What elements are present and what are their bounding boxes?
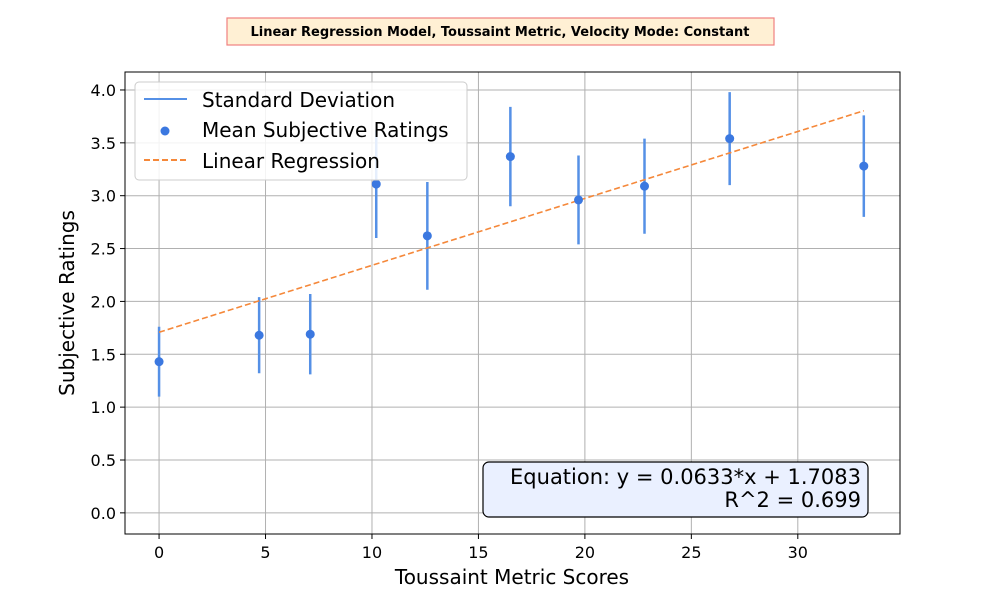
legend-mean-label: Mean Subjective Ratings bbox=[202, 118, 449, 142]
data-point bbox=[422, 231, 432, 241]
chart-title-box: Linear Regression Model, Toussaint Metri… bbox=[226, 17, 775, 46]
y-tick-label: 3.0 bbox=[91, 187, 116, 206]
legend-std-label: Standard Deviation bbox=[202, 88, 395, 112]
chart-title-background bbox=[226, 17, 775, 46]
y-tick-label: 2.0 bbox=[91, 292, 116, 311]
x-axis-ticks: 0 5 10 15 20 25 30 bbox=[154, 534, 808, 562]
data-point bbox=[574, 195, 584, 205]
data-point bbox=[859, 161, 869, 171]
chart-title: Linear Regression Model, Toussaint Metri… bbox=[250, 25, 749, 40]
y-tick-label: 1.5 bbox=[91, 345, 116, 364]
r-squared-text: R^2 = 0.699 bbox=[724, 488, 861, 512]
regression-line bbox=[158, 109, 865, 334]
x-tick-label: 15 bbox=[468, 543, 488, 562]
data-point bbox=[505, 152, 515, 162]
equation-box bbox=[482, 461, 869, 518]
equation-annotation: Equation: y = 0.0633*x + 1.7083 R^2 = 0.… bbox=[482, 461, 869, 518]
data-point bbox=[305, 329, 315, 339]
x-tick-label: 25 bbox=[681, 543, 701, 562]
legend-box bbox=[134, 81, 468, 181]
equation-text: Equation: y = 0.0633*x + 1.7083 bbox=[510, 465, 861, 489]
regression-line-group bbox=[158, 109, 865, 334]
plot-frame bbox=[124, 71, 901, 535]
y-axis-label: Subjective Ratings bbox=[55, 210, 79, 396]
y-tick-label: 4.0 bbox=[91, 81, 116, 100]
data-point bbox=[254, 330, 264, 340]
data-point bbox=[154, 357, 164, 367]
data-point bbox=[725, 134, 735, 144]
legend-mean-swatch bbox=[160, 126, 170, 136]
y-tick-label: 3.5 bbox=[91, 134, 116, 153]
y-tick-label: 2.5 bbox=[91, 240, 116, 259]
data-point bbox=[640, 181, 650, 191]
y-tick-label: 0.0 bbox=[91, 504, 116, 523]
data-point bbox=[371, 179, 381, 189]
x-tick-label: 0 bbox=[154, 543, 164, 562]
x-tick-label: 5 bbox=[260, 543, 270, 562]
y-axis-ticks: 0.0 0.5 1.0 1.5 2.0 2.5 3.0 3.5 4.0 bbox=[91, 81, 125, 523]
data-points bbox=[154, 134, 869, 367]
y-tick-label: 1.0 bbox=[91, 398, 116, 417]
x-axis-label: Toussaint Metric Scores bbox=[394, 565, 629, 589]
x-tick-label: 10 bbox=[362, 543, 382, 562]
x-tick-label: 20 bbox=[575, 543, 595, 562]
y-tick-label: 0.5 bbox=[91, 451, 116, 470]
x-tick-label: 30 bbox=[788, 543, 808, 562]
legend-regression-label: Linear Regression bbox=[202, 149, 380, 173]
legend: Standard Deviation Mean Subjective Ratin… bbox=[134, 81, 468, 181]
